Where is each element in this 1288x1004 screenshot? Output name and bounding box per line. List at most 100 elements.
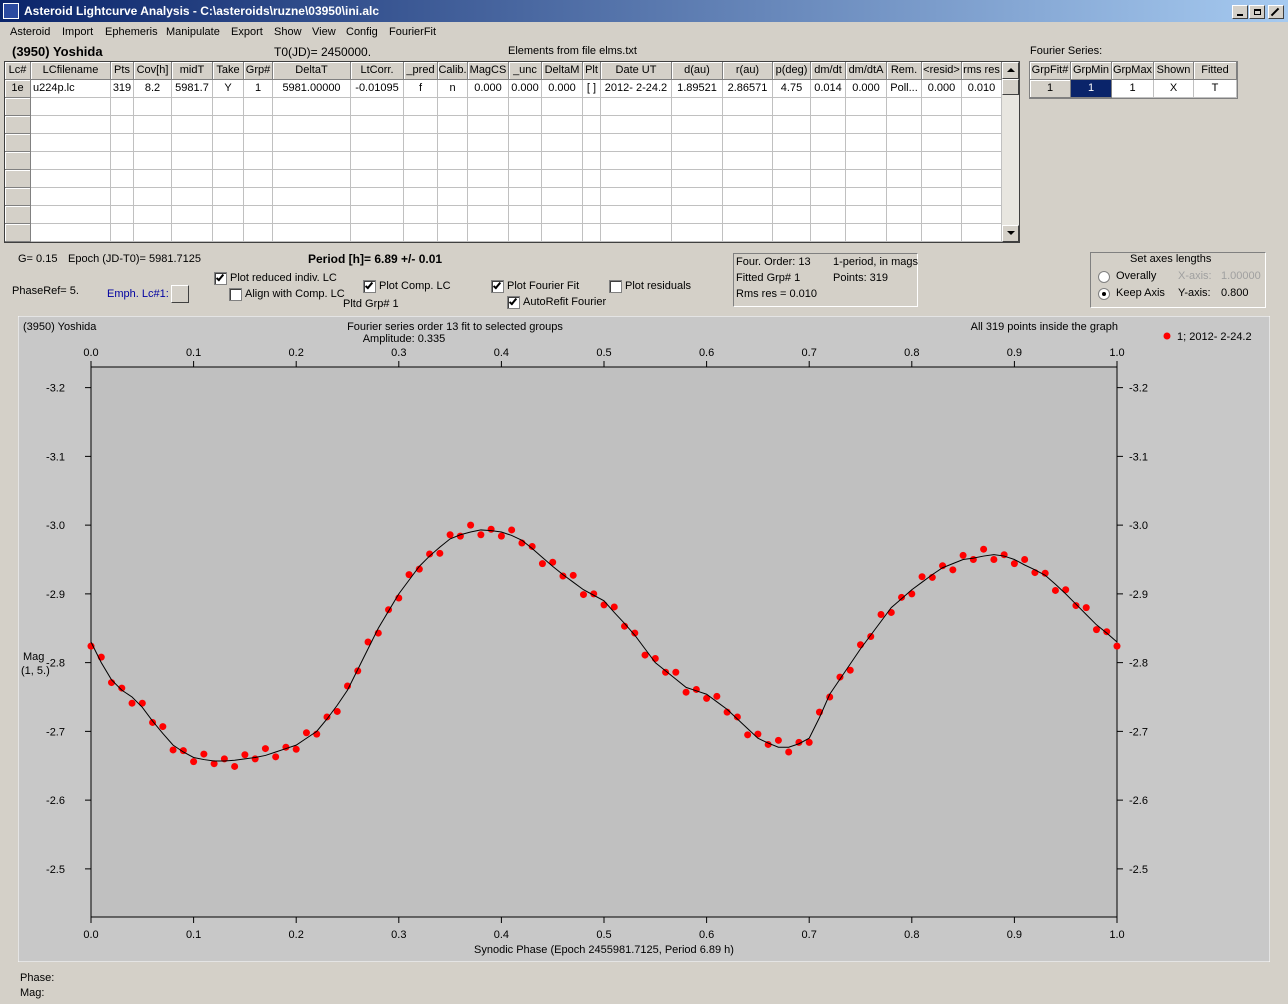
table-cell[interactable]: [887, 224, 922, 242]
table-cell[interactable]: [244, 170, 273, 188]
table-cell[interactable]: [213, 170, 244, 188]
table-cell[interactable]: [811, 116, 846, 134]
table-cell[interactable]: [922, 116, 962, 134]
table-cell[interactable]: [273, 224, 351, 242]
table-cell[interactable]: [846, 170, 887, 188]
table-cell[interactable]: [887, 116, 922, 134]
table-cell[interactable]: [468, 134, 509, 152]
table-cell[interactable]: [601, 170, 672, 188]
table-cell[interactable]: [404, 206, 438, 224]
checkbox-label[interactable]: Plot Comp. LC: [379, 280, 451, 292]
menu-item[interactable]: Config: [346, 26, 378, 38]
table-cell[interactable]: 0.014: [811, 80, 846, 98]
table-cell[interactable]: [404, 224, 438, 242]
table-cell[interactable]: [244, 134, 273, 152]
table-cell[interactable]: [542, 134, 583, 152]
table-cell[interactable]: [723, 170, 773, 188]
scroll-up[interactable]: [1002, 62, 1019, 79]
table-cell[interactable]: [962, 224, 1002, 242]
menu-item[interactable]: Export: [231, 26, 263, 38]
table-cell[interactable]: [31, 134, 111, 152]
table-cell[interactable]: [404, 152, 438, 170]
table-cell[interactable]: 5981.7: [172, 80, 213, 98]
table-cell[interactable]: [509, 152, 542, 170]
table-cell[interactable]: [583, 224, 601, 242]
table-cell[interactable]: X: [1154, 80, 1194, 98]
table-cell[interactable]: 0.000: [468, 80, 509, 98]
table-cell[interactable]: [601, 98, 672, 116]
table-cell[interactable]: [438, 98, 468, 116]
table-cell[interactable]: [583, 98, 601, 116]
table-cell[interactable]: [438, 170, 468, 188]
table-cell[interactable]: [846, 116, 887, 134]
table-cell[interactable]: [351, 206, 404, 224]
table-cell[interactable]: [601, 116, 672, 134]
scroll-thumb[interactable]: [1002, 79, 1019, 95]
table-cell[interactable]: [111, 98, 134, 116]
table-cell[interactable]: [922, 206, 962, 224]
table-cell[interactable]: 0.000: [846, 80, 887, 98]
table-cell[interactable]: [273, 116, 351, 134]
table-cell[interactable]: [846, 206, 887, 224]
table-cell[interactable]: [962, 170, 1002, 188]
table-cell[interactable]: 4.75: [773, 80, 811, 98]
table-cell[interactable]: [351, 224, 404, 242]
table-cell[interactable]: [773, 224, 811, 242]
table-cell[interactable]: [134, 152, 172, 170]
menu-item[interactable]: Show: [274, 26, 302, 38]
table-cell[interactable]: [351, 170, 404, 188]
table-cell[interactable]: 8.2: [134, 80, 172, 98]
spinner[interactable]: [171, 285, 189, 303]
table-cell[interactable]: [811, 206, 846, 224]
table-cell[interactable]: [542, 98, 583, 116]
table-cell[interactable]: [172, 98, 213, 116]
table-cell[interactable]: [404, 116, 438, 134]
checkbox[interactable]: [363, 280, 376, 293]
menu-item[interactable]: Asteroid: [10, 26, 51, 38]
table-cell[interactable]: [962, 152, 1002, 170]
table-cell[interactable]: [542, 206, 583, 224]
table-cell[interactable]: [111, 188, 134, 206]
table-cell[interactable]: [172, 152, 213, 170]
table-cell[interactable]: [404, 134, 438, 152]
table-cell[interactable]: [887, 188, 922, 206]
table-cell[interactable]: [468, 152, 509, 170]
table-cell[interactable]: [811, 98, 846, 116]
table-cell[interactable]: [111, 152, 134, 170]
table-cell[interactable]: [672, 152, 723, 170]
table-cell[interactable]: [922, 134, 962, 152]
table-cell[interactable]: [672, 188, 723, 206]
table-cell[interactable]: 1: [244, 80, 273, 98]
table-cell[interactable]: [887, 206, 922, 224]
table-cell[interactable]: [583, 188, 601, 206]
table-cell[interactable]: Y: [213, 80, 244, 98]
table-cell[interactable]: [962, 134, 1002, 152]
table-cell[interactable]: [438, 206, 468, 224]
table-cell[interactable]: [773, 152, 811, 170]
table-cell[interactable]: [244, 188, 273, 206]
table-cell[interactable]: T: [1194, 80, 1237, 98]
table-cell[interactable]: [773, 188, 811, 206]
table-cell[interactable]: [773, 98, 811, 116]
minimize-button[interactable]: [1232, 5, 1248, 19]
table-cell[interactable]: [672, 116, 723, 134]
table-cell[interactable]: u224p.lc: [31, 80, 111, 98]
table-cell[interactable]: [846, 134, 887, 152]
table-cell[interactable]: 1: [1112, 80, 1154, 98]
table-cell[interactable]: 319: [111, 80, 134, 98]
checkbox-label[interactable]: Plot Fourier Fit: [507, 280, 580, 292]
radio-label[interactable]: Keep Axis: [1116, 287, 1165, 299]
table-cell[interactable]: [922, 152, 962, 170]
table-cell[interactable]: [887, 170, 922, 188]
radio-label[interactable]: Overally: [1116, 270, 1157, 282]
table-cell[interactable]: [542, 188, 583, 206]
table-cell[interactable]: [583, 170, 601, 188]
table-cell[interactable]: [811, 188, 846, 206]
table-cell[interactable]: [134, 98, 172, 116]
table-cell[interactable]: [172, 206, 213, 224]
table-cell[interactable]: [438, 224, 468, 242]
table-cell[interactable]: [922, 98, 962, 116]
menu-item[interactable]: FourierFit: [389, 26, 437, 38]
table-cell[interactable]: 1: [1030, 80, 1071, 98]
table-cell[interactable]: [811, 170, 846, 188]
